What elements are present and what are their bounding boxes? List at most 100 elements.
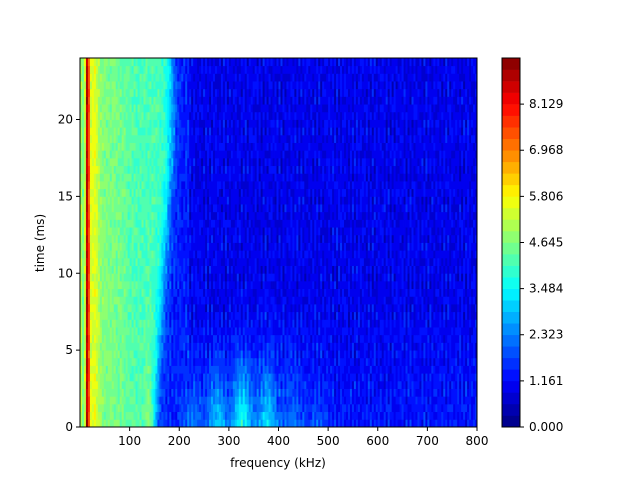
heatmap-cell: [149, 388, 152, 397]
heatmap-cell: [167, 319, 170, 328]
heatmap-cell: [409, 365, 412, 374]
heatmap-cell: [318, 419, 321, 427]
heatmap-cell: [318, 327, 321, 336]
heatmap-cell: [284, 380, 287, 389]
heatmap-cell: [385, 265, 389, 274]
heatmap-cell: [387, 311, 391, 320]
heatmap-cell: [111, 304, 115, 313]
heatmap-cell: [302, 265, 305, 274]
heatmap-cell: [393, 296, 397, 305]
heatmap-cell: [453, 396, 456, 405]
heatmap-cell: [435, 388, 438, 397]
heatmap-cell: [284, 273, 287, 282]
heatmap-cell: [167, 280, 170, 290]
heatmap-cell: [300, 419, 303, 427]
heatmap-cell: [427, 357, 430, 366]
heatmap-cell: [159, 257, 162, 266]
heatmap-cell: [306, 250, 309, 259]
heatmap-cell: [113, 350, 117, 359]
heatmap-cell: [266, 327, 269, 336]
heatmap-cell: [463, 396, 466, 405]
heatmap-cell: [320, 257, 323, 266]
heatmap-cell: [338, 403, 341, 413]
heatmap-cell: [252, 250, 256, 259]
heatmap-cell: [147, 342, 150, 351]
heatmap-cell: [169, 357, 172, 366]
heatmap-cell: [93, 373, 97, 382]
heatmap-cell: [351, 411, 355, 420]
heatmap-cell: [199, 288, 202, 297]
heatmap-cell: [431, 319, 434, 328]
heatmap-cell: [107, 304, 111, 313]
heatmap-cell: [411, 350, 414, 359]
heatmap-cell: [256, 296, 260, 305]
heatmap-cell: [459, 365, 462, 374]
heatmap-cell: [220, 327, 224, 336]
heatmap-cell: [135, 250, 138, 259]
heatmap-cell: [355, 388, 359, 397]
heatmap-cell: [373, 403, 377, 413]
heatmap-cell: [268, 388, 271, 397]
heatmap-cell: [367, 288, 371, 297]
heatmap-cell: [443, 257, 446, 266]
heatmap-cell: [274, 280, 277, 290]
heatmap-cell: [328, 350, 331, 359]
heatmap-cell: [449, 250, 452, 259]
heatmap-cell: [191, 250, 194, 259]
heatmap-cell: [427, 242, 430, 251]
heatmap-cell: [201, 334, 204, 343]
heatmap-cell: [427, 342, 430, 351]
heatmap-cell: [157, 396, 160, 405]
heatmap-cell: [445, 411, 448, 420]
heatmap-cell: [379, 250, 383, 259]
heatmap-cell: [451, 357, 454, 366]
heatmap-cell: [127, 380, 131, 389]
heatmap-cell: [248, 304, 252, 313]
heatmap-cell: [300, 304, 303, 313]
heatmap-cell: [250, 388, 254, 397]
heatmap-cell: [135, 373, 138, 382]
heatmap-cell: [236, 311, 240, 320]
heatmap-cell: [344, 403, 347, 413]
heatmap-cell: [91, 411, 95, 420]
heatmap-cell: [401, 242, 404, 251]
heatmap-cell: [250, 273, 254, 282]
heatmap-cell: [389, 234, 393, 243]
heatmap-cell: [205, 296, 208, 305]
heatmap-cell: [419, 327, 422, 336]
heatmap-cell: [294, 280, 297, 290]
heatmap-cell: [85, 373, 89, 382]
heatmap-cell: [395, 388, 399, 397]
heatmap-cell: [189, 380, 192, 389]
heatmap-cell: [455, 311, 458, 320]
heatmap-cell: [153, 257, 156, 266]
heatmap-cell: [80, 396, 83, 405]
heatmap-cell: [435, 396, 438, 405]
heatmap-cell: [234, 396, 238, 405]
heatmap-cell: [455, 304, 458, 313]
heatmap-cell: [222, 411, 226, 420]
heatmap-cell: [153, 311, 156, 320]
heatmap-cell: [411, 380, 414, 389]
heatmap-cell: [193, 411, 196, 420]
heatmap-cell: [415, 242, 418, 251]
heatmap-cell: [97, 373, 101, 382]
heatmap-cell: [131, 350, 134, 359]
heatmap-cell: [294, 319, 297, 328]
heatmap-cell: [353, 280, 357, 290]
heatmap-cell: [234, 288, 238, 297]
heatmap-cell: [179, 288, 182, 297]
heatmap-cell: [83, 419, 87, 427]
heatmap-cell: [81, 357, 85, 366]
heatmap-cell: [209, 365, 212, 374]
heatmap-cell: [302, 411, 305, 420]
heatmap-cell: [262, 373, 266, 382]
heatmap-cell: [278, 419, 281, 427]
heatmap-cell: [308, 342, 311, 351]
heatmap-cell: [153, 304, 156, 313]
heatmap-cell: [193, 311, 196, 320]
heatmap-cell: [373, 411, 377, 420]
heatmap-cell: [397, 403, 400, 413]
heatmap-cell: [411, 304, 414, 313]
heatmap-cell: [365, 350, 369, 359]
